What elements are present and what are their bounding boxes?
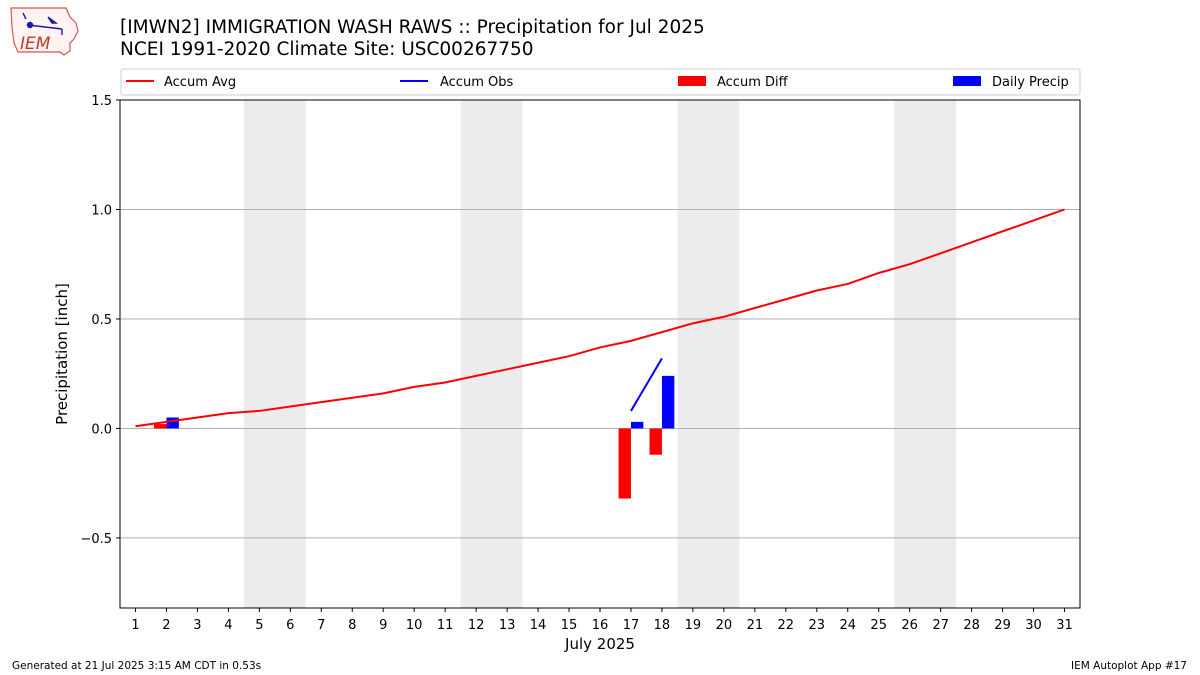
x-tick-label: 11 bbox=[437, 618, 454, 633]
weekend-band-1 bbox=[460, 100, 523, 608]
legend-swatch-accum-diff bbox=[678, 76, 706, 86]
x-tick-label: 18 bbox=[654, 618, 671, 633]
legend-label-accum-avg: Accum Avg bbox=[164, 75, 236, 90]
y-axis-label: Precipitation [inch] bbox=[53, 283, 71, 425]
chart-title: [IMWN2] IMMIGRATION WASH RAWS :: Precipi… bbox=[120, 17, 705, 61]
x-tick-label: 10 bbox=[406, 618, 423, 633]
x-tick-label: 24 bbox=[839, 618, 856, 633]
y-tick-label: 1.5 bbox=[91, 94, 112, 109]
x-tick-label: 2 bbox=[162, 618, 170, 633]
x-tick-label: 13 bbox=[499, 618, 516, 633]
x-tick-label: 8 bbox=[348, 618, 356, 633]
daily-precip-bar bbox=[661, 375, 675, 429]
accum-diff-bar bbox=[649, 428, 662, 455]
x-tick-label: 22 bbox=[778, 618, 795, 633]
title-line-2: NCEI 1991-2020 Climate Site: USC00267750 bbox=[120, 39, 534, 60]
x-tick-label: 17 bbox=[623, 618, 640, 633]
x-axis: 1 2 3 4 5 6 7 8 9 10 11 12 13 14 15 16 17 18 19 20 21 22 23 24 2… bbox=[131, 608, 1073, 633]
weekend-band-3 bbox=[894, 100, 957, 608]
lines bbox=[135, 208, 1065, 428]
accum-obs-line bbox=[630, 357, 663, 412]
x-tick-label: 20 bbox=[716, 618, 733, 633]
x-tick-label: 1 bbox=[131, 618, 139, 633]
legend-box bbox=[120, 68, 1081, 96]
x-tick-label: 27 bbox=[932, 618, 949, 633]
x-tick-label: 7 bbox=[317, 618, 325, 633]
x-tick-label: 4 bbox=[224, 618, 232, 633]
weekend-band-0 bbox=[243, 100, 306, 608]
weekend-bands bbox=[243, 100, 957, 608]
daily-precip-bar bbox=[630, 421, 644, 429]
accum-diff-bar bbox=[154, 424, 167, 429]
x-tick-label: 30 bbox=[1025, 618, 1042, 633]
legend-label-daily-precip: Daily Precip bbox=[992, 75, 1069, 90]
x-tick-label: 15 bbox=[561, 618, 578, 633]
app-note: IEM Autoplot App #17 bbox=[1071, 660, 1187, 672]
x-tick-label: 16 bbox=[592, 618, 609, 633]
x-tick-label: 31 bbox=[1056, 618, 1073, 633]
accum-avg-line bbox=[135, 208, 1065, 428]
x-tick-label: 28 bbox=[963, 618, 980, 633]
y-tick-label: 0.5 bbox=[91, 313, 112, 328]
y-tick-label: −0.5 bbox=[80, 532, 112, 547]
x-tick-label: 25 bbox=[870, 618, 887, 633]
x-tick-label: 3 bbox=[193, 618, 201, 633]
weekend-band-2 bbox=[677, 100, 740, 608]
x-tick-label: 23 bbox=[809, 618, 826, 633]
weather-station-icon bbox=[22, 12, 63, 35]
x-tick-label: 6 bbox=[286, 618, 294, 633]
legend-label-accum-diff: Accum Diff bbox=[717, 75, 789, 90]
x-tick-label: 12 bbox=[468, 618, 485, 633]
accum-diff-bar bbox=[618, 428, 631, 499]
legend-label-accum-obs: Accum Obs bbox=[440, 75, 513, 90]
x-tick-label: 9 bbox=[379, 618, 387, 633]
y-tick-label: 1.0 bbox=[91, 203, 112, 218]
x-axis-label: July 2025 bbox=[564, 635, 635, 653]
iem-logo: IEM bbox=[10, 7, 79, 56]
daily-precip-bar bbox=[166, 417, 179, 429]
x-tick-label: 19 bbox=[685, 618, 702, 633]
generated-note: Generated at 21 Jul 2025 3:15 AM CDT in … bbox=[12, 660, 262, 672]
x-tick-label: 14 bbox=[530, 618, 547, 633]
legend-swatch-daily-precip bbox=[953, 76, 981, 86]
y-tick-label: 0.0 bbox=[91, 422, 112, 437]
x-tick-label: 21 bbox=[747, 618, 764, 633]
title-line-1: [IMWN2] IMMIGRATION WASH RAWS :: Precipi… bbox=[120, 17, 705, 38]
legend: Accum Avg Accum Obs Accum Diff Daily Pre… bbox=[120, 68, 1081, 96]
y-axis: −0.5 0.0 0.5 1.0 1.5 bbox=[80, 94, 120, 547]
bars bbox=[154, 375, 675, 499]
logo-text: IEM bbox=[20, 34, 51, 54]
x-tick-label: 5 bbox=[255, 618, 263, 633]
x-tick-label: 29 bbox=[994, 618, 1011, 633]
x-tick-label: 26 bbox=[901, 618, 918, 633]
